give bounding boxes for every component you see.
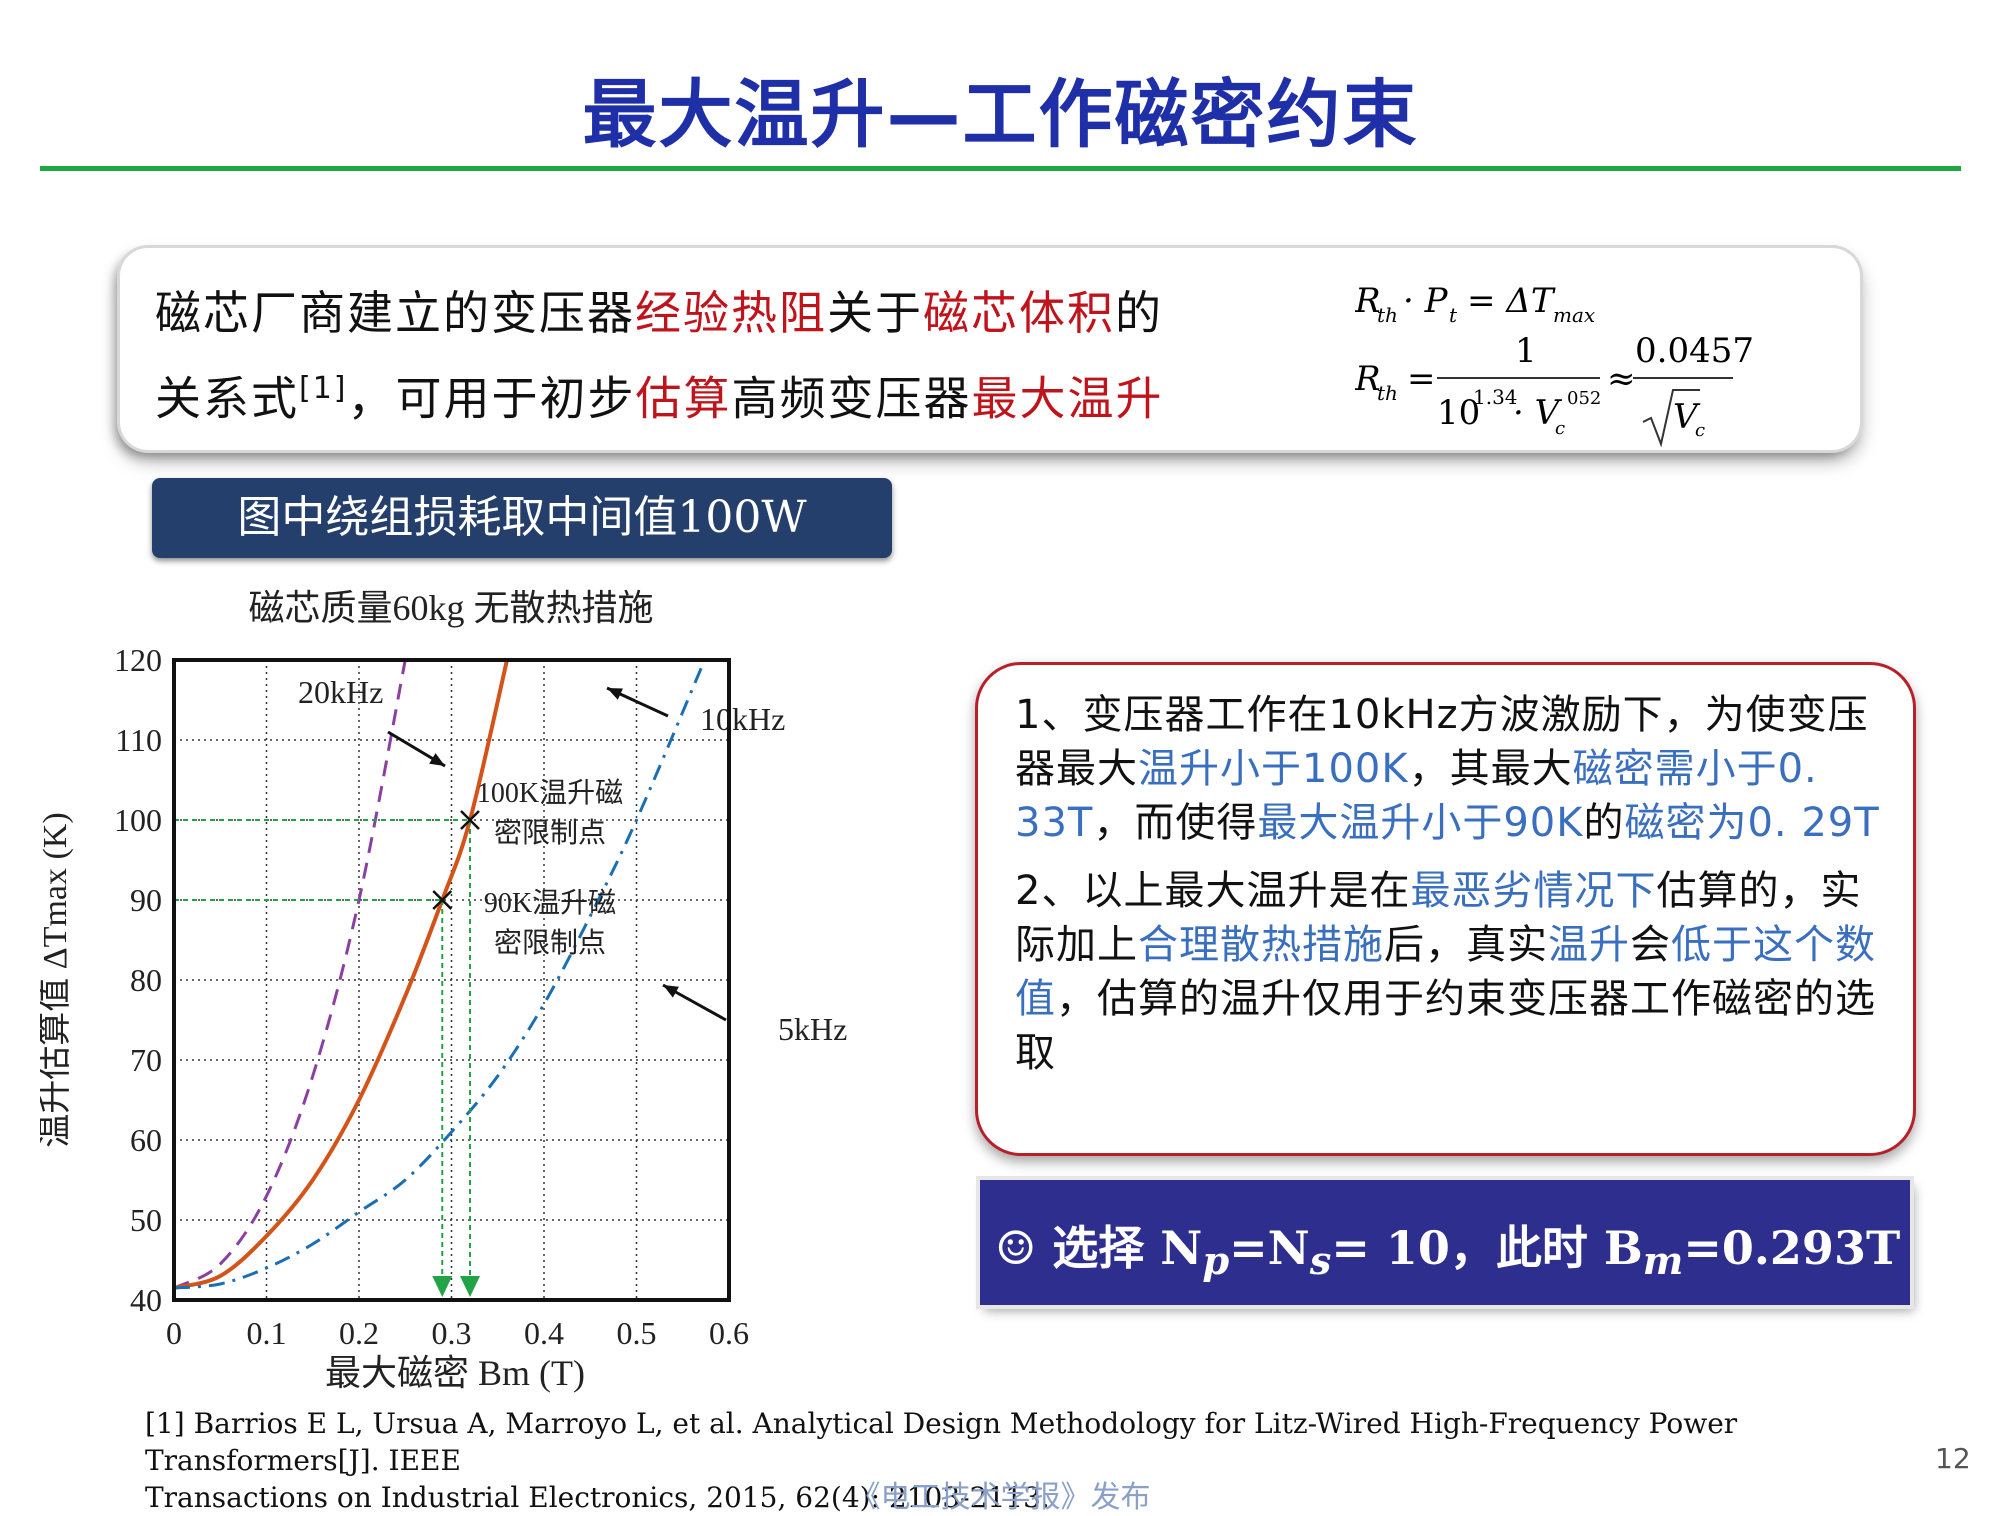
thermal-resistance-formula: R th · P t = ΔT max R th = 1 10 1.34 · V… <box>1355 281 1754 448</box>
notes-text: 1、变压器工作在10kHz方波激励下，为使变压器最大温升小于100K，其最大磁密… <box>1015 688 1895 1094</box>
limit-point-marker <box>460 810 480 830</box>
x-tick-label: 0.5 <box>617 1315 657 1351</box>
limit-arrow-icon <box>432 1276 453 1297</box>
arrowhead-icon <box>663 985 679 998</box>
winding-loss-label: 图中绕组损耗取中间值100W <box>152 478 892 558</box>
svg-text:th: th <box>1377 303 1398 327</box>
arrowhead-icon <box>429 753 445 766</box>
plot-frame <box>172 658 731 1302</box>
y-axis-label: 温升估算值 ΔTmax (K) <box>40 812 74 1147</box>
x-tick-label: 0.1 <box>247 1315 287 1351</box>
page-title: 最大温升—工作磁密约束 <box>582 72 1419 158</box>
series-label: 20kHz <box>298 674 383 710</box>
formula-r2: R <box>1355 359 1381 399</box>
arrowhead-icon <box>607 688 623 700</box>
svg-text:≈: ≈ <box>1607 359 1636 399</box>
temperature-rise-chart: 磁芯质量60kg 无散热措施 0 0.1 0.2 0.3 0.4 0.5 0.6 40 50 60… <box>40 588 847 1393</box>
svg-text:=: = <box>1407 359 1436 399</box>
y-tick-label: 50 <box>130 1202 162 1238</box>
smiley-icon: ☺ <box>995 1221 1037 1275</box>
series-label: 5kHz <box>778 1011 847 1047</box>
svg-text:1.34: 1.34 <box>1473 385 1518 409</box>
intro-text: 磁芯厂商建立的变压器经验热阻关于磁芯体积的 关系式[1]，可用于初步估算高频变压… <box>155 275 1275 436</box>
intro-line-1: 磁芯厂商建立的变压器经验热阻关于磁芯体积的 <box>155 286 1163 340</box>
svg-text:V: V <box>1673 397 1701 437</box>
y-tick-label: 80 <box>130 962 162 998</box>
limit-point-label: 90K温升磁 <box>484 887 616 919</box>
y-tick-label: 70 <box>130 1042 162 1078</box>
x-tick-label: 0.4 <box>524 1315 564 1351</box>
svg-text:· P: · P <box>1403 281 1449 321</box>
svg-text:052: 052 <box>1567 388 1601 409</box>
series-label: 10kHz <box>700 701 785 737</box>
y-tick-label: 60 <box>130 1122 162 1158</box>
notes-panel <box>975 662 1916 1156</box>
design-choice-text: ☺ 选择 Np=Ns= 10，此时 Bm=0.293T <box>995 1221 1901 1285</box>
x-tick-label: 0.3 <box>432 1315 472 1351</box>
series-line-20kHz <box>174 660 407 1290</box>
x-axis-label: 最大磁密 Bm (T) <box>325 1353 585 1393</box>
x-tick-label: 0.6 <box>709 1315 749 1351</box>
title-divider <box>40 166 1961 171</box>
limit-point-label: 密限制点 <box>494 927 606 959</box>
x-tick-label: 0 <box>166 1315 182 1351</box>
y-tick-label: 90 <box>130 882 162 918</box>
y-tick-label: 100 <box>114 802 162 838</box>
svg-text:max: max <box>1553 303 1595 327</box>
x-tick-label: 0.2 <box>339 1315 379 1351</box>
page-number: 12 <box>1935 1442 1971 1475</box>
publisher-footer: 《电工技术学报》发布 <box>850 1480 1151 1515</box>
svg-text:t: t <box>1449 303 1458 327</box>
series-line-5kHz <box>174 667 703 1290</box>
intro-panel <box>120 248 1860 450</box>
chart-title: 磁芯质量60kg 无散热措施 <box>248 588 653 628</box>
citation-ref[interactable]: [1] <box>299 371 348 406</box>
y-tick-label: 110 <box>115 722 162 758</box>
svg-text:th: th <box>1377 381 1398 405</box>
limit-arrow-icon <box>460 1276 480 1297</box>
note-1: 1、变压器工作在10kHz方波激励下，为使变压器最大温升小于100K，其最大磁密… <box>1015 692 1880 846</box>
intro-line-2: 关系式[1]，可用于初步估算高频变压器最大温升 <box>155 371 1164 426</box>
formula-r1: R <box>1355 281 1381 321</box>
y-tick-label: 120 <box>114 642 162 678</box>
svg-text:0.0457: 0.0457 <box>1635 331 1754 371</box>
svg-text:1: 1 <box>1515 331 1537 371</box>
design-choice-panel <box>980 1180 1910 1305</box>
svg-text:· V: · V <box>1513 393 1563 433</box>
svg-text:10: 10 <box>1437 393 1480 433</box>
svg-text:= ΔT: = ΔT <box>1467 281 1556 321</box>
svg-text:c: c <box>1555 418 1565 439</box>
svg-text:c: c <box>1695 420 1705 441</box>
y-tick-label: 40 <box>130 1282 162 1318</box>
limit-point-marker <box>432 890 453 910</box>
note-2: 2、以上最大温升是在最恶劣情况下估算的，实际加上合理散热措施后，真实温升会低于这… <box>1015 868 1876 1076</box>
limit-point-label: 密限制点 <box>494 817 606 849</box>
limit-point-label: 100K温升磁 <box>477 777 623 809</box>
